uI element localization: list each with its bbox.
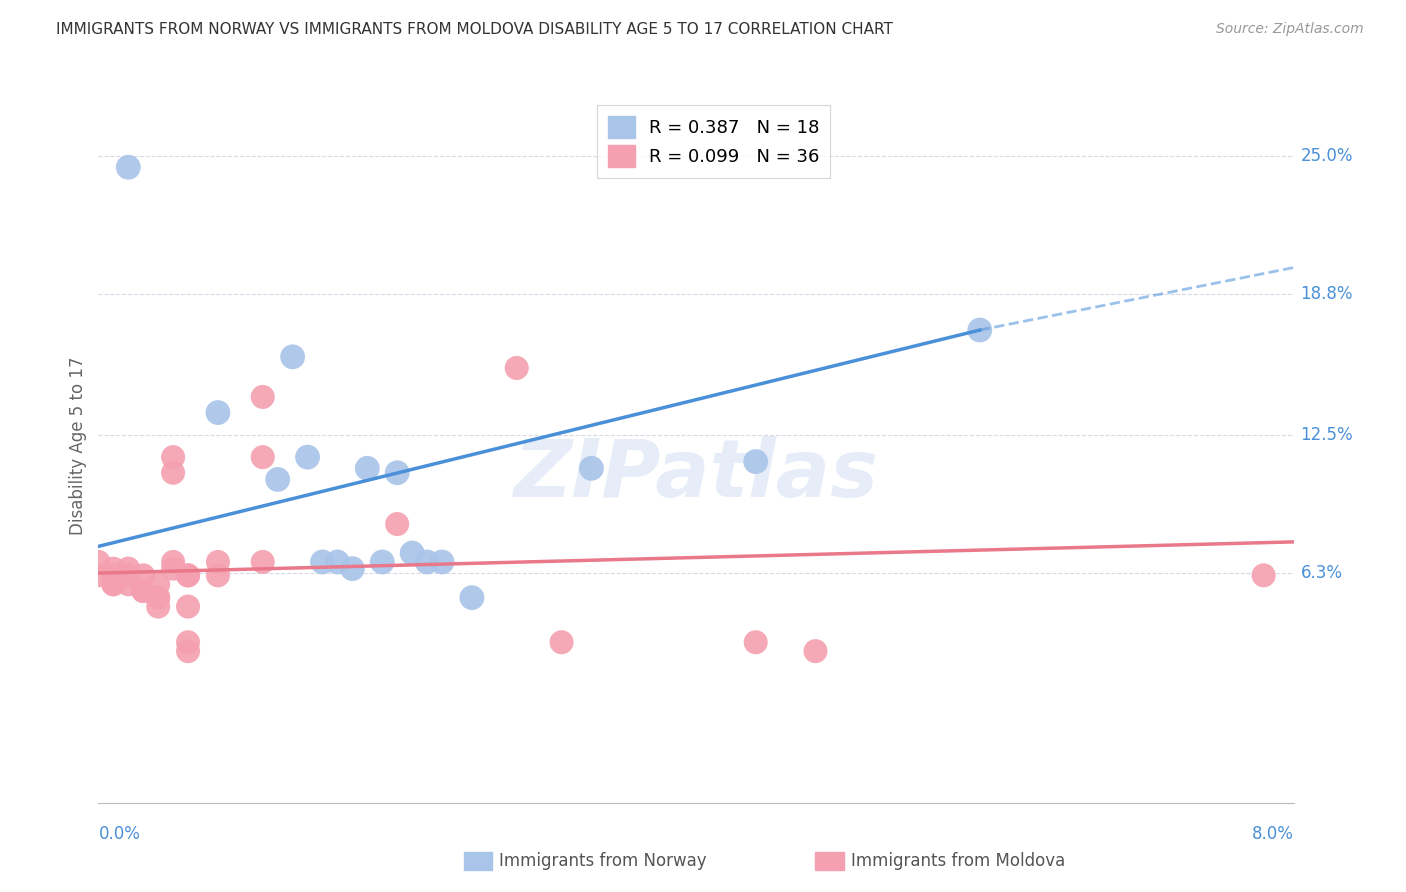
Point — [581, 461, 603, 475]
Point — [461, 591, 484, 605]
Text: 6.3%: 6.3% — [1301, 564, 1343, 582]
Point — [162, 562, 184, 576]
Text: 18.8%: 18.8% — [1301, 285, 1353, 303]
Point — [385, 466, 409, 480]
Point — [132, 568, 155, 582]
Point — [297, 450, 319, 464]
Point — [162, 466, 184, 480]
Point — [103, 568, 125, 582]
Text: 25.0%: 25.0% — [1301, 147, 1353, 165]
Legend: R = 0.387   N = 18, R = 0.099   N = 36: R = 0.387 N = 18, R = 0.099 N = 36 — [596, 105, 831, 178]
Point — [148, 599, 170, 614]
Text: Source: ZipAtlas.com: Source: ZipAtlas.com — [1216, 22, 1364, 37]
Point — [117, 568, 139, 582]
Point — [87, 568, 110, 582]
Point — [207, 568, 229, 582]
Point — [401, 546, 423, 560]
Point — [177, 635, 200, 649]
Point — [103, 577, 125, 591]
Point — [177, 644, 200, 658]
Point — [385, 516, 409, 531]
Point — [252, 555, 274, 569]
Point — [207, 555, 229, 569]
Text: Immigrants from Moldova: Immigrants from Moldova — [851, 852, 1064, 870]
Point — [745, 455, 768, 469]
Point — [1253, 568, 1275, 582]
Point — [969, 323, 991, 337]
Point — [103, 562, 125, 576]
Point — [117, 577, 139, 591]
Point — [207, 405, 229, 419]
Point — [804, 644, 827, 658]
Point — [342, 562, 364, 576]
Point — [177, 568, 200, 582]
Text: 8.0%: 8.0% — [1251, 825, 1294, 843]
Point — [430, 555, 453, 569]
Point — [506, 361, 529, 376]
Text: ZIPatlas: ZIPatlas — [513, 435, 879, 514]
Text: 12.5%: 12.5% — [1301, 425, 1353, 444]
Point — [311, 555, 333, 569]
Text: Immigrants from Norway: Immigrants from Norway — [499, 852, 707, 870]
Point — [177, 568, 200, 582]
Point — [162, 555, 184, 569]
Point — [326, 555, 349, 569]
Point — [117, 562, 139, 576]
Point — [132, 583, 155, 598]
Point — [371, 555, 394, 569]
Point — [148, 577, 170, 591]
Point — [281, 350, 304, 364]
Text: 0.0%: 0.0% — [98, 825, 141, 843]
Point — [252, 390, 274, 404]
Point — [267, 473, 290, 487]
Point — [117, 161, 139, 175]
Point — [252, 450, 274, 464]
Point — [148, 591, 170, 605]
Point — [103, 577, 125, 591]
Point — [550, 635, 572, 649]
Point — [177, 599, 200, 614]
Point — [356, 461, 378, 475]
Y-axis label: Disability Age 5 to 17: Disability Age 5 to 17 — [69, 357, 87, 535]
Point — [132, 583, 155, 598]
Point — [87, 555, 110, 569]
Text: IMMIGRANTS FROM NORWAY VS IMMIGRANTS FROM MOLDOVA DISABILITY AGE 5 TO 17 CORRELA: IMMIGRANTS FROM NORWAY VS IMMIGRANTS FRO… — [56, 22, 893, 37]
Point — [745, 635, 768, 649]
Point — [162, 450, 184, 464]
Point — [416, 555, 439, 569]
Point — [148, 591, 170, 605]
